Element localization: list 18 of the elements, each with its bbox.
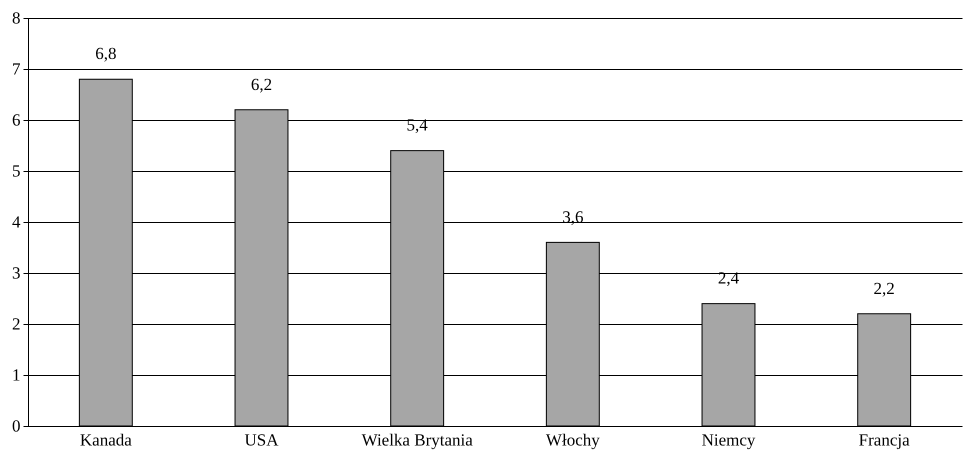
- data-label: 6,2: [250, 74, 272, 94]
- x-tick-label: Niemcy: [702, 430, 756, 450]
- y-tick-label: 2: [12, 314, 20, 334]
- y-tick-label: 6: [12, 110, 20, 130]
- data-label: 6,8: [95, 44, 116, 64]
- x-tick-label: Kanada: [80, 430, 132, 450]
- y-tick-label: 1: [12, 366, 20, 384]
- data-label: 2,2: [874, 278, 895, 298]
- y-tick-label: 3: [12, 264, 20, 282]
- x-tick-label: USA: [244, 430, 280, 450]
- y-tick-label: 8: [12, 8, 20, 28]
- x-tick-label: Włochy: [546, 430, 600, 450]
- x-tick-label: Wielka Brytania: [362, 430, 474, 450]
- y-tick-label: 5: [12, 162, 20, 180]
- y-tick-label: 0: [12, 416, 20, 436]
- y-tick-label: 7: [12, 60, 21, 78]
- y-tick-label: 4: [12, 212, 21, 232]
- x-tick-label: Francja: [858, 430, 910, 450]
